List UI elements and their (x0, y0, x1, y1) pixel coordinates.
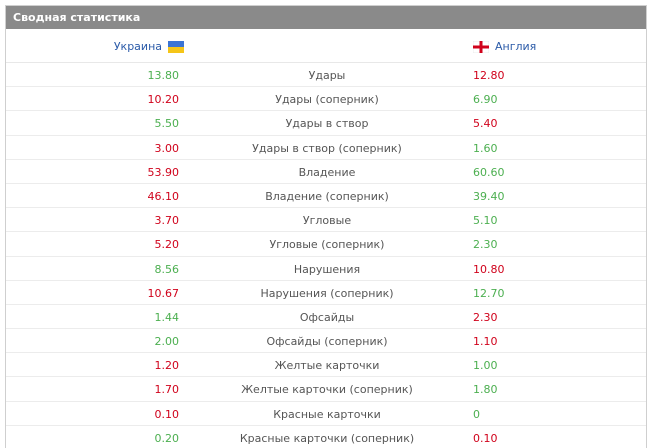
away-value: 0 (473, 407, 480, 421)
away-value: 1.80 (473, 383, 498, 397)
stat-label: Нарушения (соперник) (260, 286, 394, 300)
stat-row: 46.10 Владение (соперник) 39.40 (6, 184, 646, 209)
home-value: 1.44 (154, 310, 180, 324)
home-value: 53.90 (147, 165, 180, 179)
stats-rows: 13.80 Удары 12.80 10.20 Удары (соперник) 6.90… (6, 63, 646, 448)
away-value: 10.80 (473, 262, 505, 276)
home-value: 3.00 (154, 141, 180, 155)
stat-label: Желтые карточки (соперник) (241, 383, 413, 397)
panel-title: Сводная статистика (6, 6, 646, 29)
away-value: 1.00 (473, 359, 498, 373)
stat-row: 10.67 Нарушения (соперник) 12.70 (6, 281, 646, 305)
stat-label: Угловые (соперник) (269, 238, 385, 252)
away-value: 5.40 (473, 117, 498, 131)
home-value: 13.80 (147, 69, 180, 82)
home-value: 8.56 (154, 262, 180, 276)
stat-row: 5.20 Угловые (соперник) 2.30 (6, 232, 646, 257)
home-value: 0.10 (154, 407, 180, 421)
stat-row: 0.20 Красные карточки (соперник) 0.10 (6, 426, 646, 448)
stat-row: 1.20 Желтые карточки 1.00 (6, 353, 646, 378)
stat-row: 13.80 Удары 12.80 (6, 63, 646, 88)
away-value: 1.10 (473, 335, 498, 349)
team-home: Украина (114, 40, 184, 53)
stat-label: Офсайды (соперник) (266, 335, 388, 349)
away-value: 2.30 (473, 310, 498, 324)
stat-label: Владение (соперник) (265, 189, 389, 203)
stat-row: 1.70 Желтые карточки (соперник) 1.80 (6, 377, 646, 402)
away-value: 0.10 (473, 431, 498, 445)
england-flag-icon (473, 40, 489, 53)
stat-row: 3.00 Удары в створ (соперник) 1.60 (6, 136, 646, 160)
stat-label: Удары (308, 69, 346, 82)
stat-label: Офсайды (299, 310, 355, 324)
away-value: 60.60 (473, 165, 505, 179)
away-value: 12.80 (473, 69, 505, 82)
team-away-link[interactable]: Англия (495, 40, 537, 53)
stat-label: Красные карточки (273, 407, 381, 421)
stat-row: 10.20 Удары (соперник) 6.90 (6, 87, 646, 112)
stat-row: 0.10 Красные карточки 0 (6, 402, 646, 426)
away-value: 12.70 (473, 286, 505, 300)
stat-label: Желтые карточки (274, 359, 380, 373)
stat-row: 2.00 Офсайды (соперник) 1.10 (6, 329, 646, 354)
team-home-link[interactable]: Украина (113, 40, 162, 53)
team-away: Англия (473, 40, 536, 53)
away-value: 6.90 (473, 93, 498, 107)
stat-label: Удары в створ (соперник) (252, 141, 402, 155)
stat-row: 8.56 Нарушения 10.80 (6, 257, 646, 281)
stat-label: Удары (соперник) (275, 93, 379, 107)
home-value: 2.00 (154, 335, 180, 349)
stat-label: Угловые (302, 214, 352, 228)
home-value: 5.20 (154, 238, 180, 252)
home-value: 46.10 (147, 189, 180, 203)
home-value: 3.70 (154, 214, 180, 228)
stat-row: 3.70 Угловые 5.10 (6, 208, 646, 233)
away-value: 2.30 (473, 238, 498, 252)
away-value: 5.10 (473, 214, 498, 228)
ukraine-flag-icon (168, 40, 184, 53)
home-value: 10.67 (147, 286, 180, 300)
stat-row: 1.44 Офсайды 2.30 (6, 305, 646, 330)
home-value: 1.20 (154, 359, 180, 373)
stat-label: Нарушения (293, 262, 361, 276)
summary-stats-panel: Сводная статистика Украина Англия 13.80 У… (5, 5, 647, 448)
stat-label: Удары в створ (285, 117, 369, 131)
stat-row: 53.90 Владение 60.60 (6, 160, 646, 184)
stat-row: 5.50 Удары в створ 5.40 (6, 111, 646, 136)
home-value: 1.70 (154, 383, 180, 397)
teams-header: Украина Англия (6, 29, 646, 63)
home-value: 5.50 (154, 117, 180, 131)
away-value: 39.40 (473, 189, 505, 203)
home-value: 0.20 (154, 431, 180, 445)
stat-label: Красные карточки (соперник) (239, 431, 415, 445)
home-value: 10.20 (147, 93, 180, 107)
stat-label: Владение (298, 165, 356, 179)
away-value: 1.60 (473, 141, 498, 155)
